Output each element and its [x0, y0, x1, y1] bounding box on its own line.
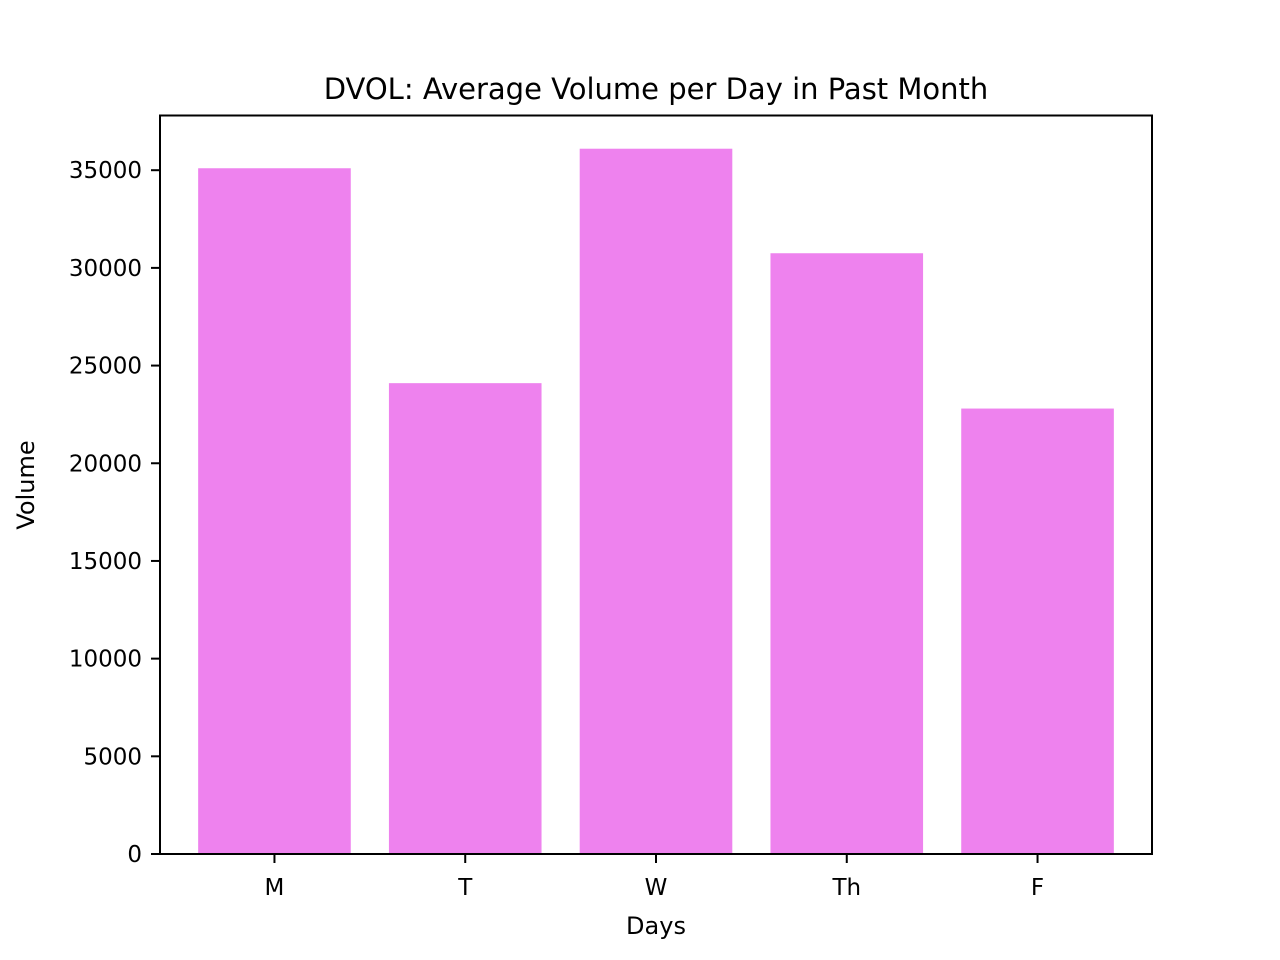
y-axis: 0 5000 10000 15000 20000 25000 30000 35000 [69, 158, 160, 868]
x-tick-label: F [1031, 875, 1044, 901]
y-tick-label: 10000 [69, 647, 142, 673]
y-tick-label: 25000 [69, 354, 142, 380]
x-axis-label: Days [626, 912, 686, 940]
chart-title: DVOL: Average Volume per Day in Past Mon… [324, 72, 989, 106]
x-tick-label: T [457, 875, 473, 901]
x-tick-label: M [265, 875, 285, 901]
bar-f [961, 408, 1114, 854]
bar-th [770, 253, 924, 855]
x-tick-label: Th [831, 875, 861, 901]
y-tick-label: 30000 [69, 256, 142, 282]
bar-m [198, 168, 351, 854]
x-tick-label: W [645, 875, 668, 901]
y-tick-label: 5000 [83, 744, 142, 770]
bar-w [579, 148, 733, 855]
y-tick-label: 20000 [69, 451, 142, 477]
y-axis-label: Volume [12, 440, 40, 529]
y-tick-label: 35000 [69, 158, 142, 184]
bars-group [198, 148, 1114, 855]
y-tick-label: 0 [127, 842, 142, 868]
bar-t [388, 383, 542, 854]
x-axis: M T W Th F [265, 854, 1044, 901]
y-tick-label: 15000 [69, 549, 142, 575]
